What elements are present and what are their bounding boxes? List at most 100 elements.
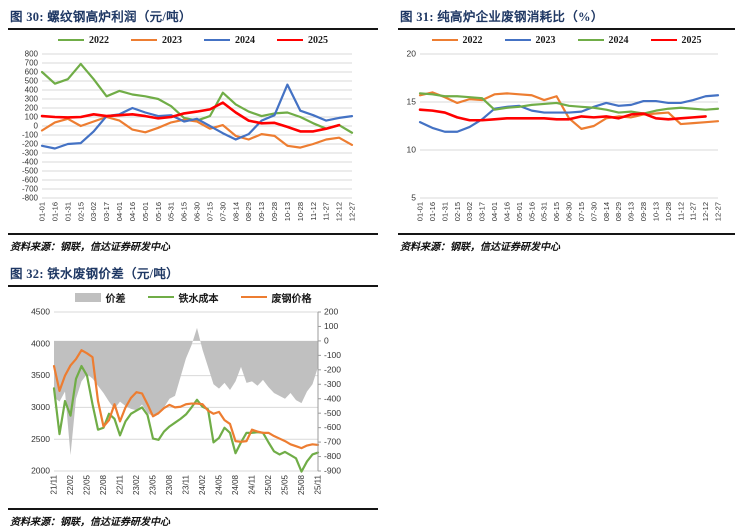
svg-text:-600: -600 [22, 176, 39, 185]
svg-text:09-28: 09-28 [270, 202, 279, 221]
legend-item-2024: 2024 [204, 35, 255, 46]
y-axis-labels: 8007006005004003002001000-100-200-300-40… [22, 50, 39, 203]
svg-text:5: 5 [411, 193, 416, 203]
svg-text:07-30: 07-30 [218, 202, 227, 221]
svg-text:07-15: 07-15 [205, 202, 214, 221]
svg-text:10-13: 10-13 [651, 202, 660, 221]
legend-swatch [577, 38, 604, 42]
svg-text:2000: 2000 [31, 466, 50, 476]
svg-text:-500: -500 [22, 167, 39, 176]
svg-text:01-01: 01-01 [38, 202, 47, 221]
legend-label: 2023 [535, 34, 556, 46]
figure-32-chart: 4500 4000 3500 3000 2500 2000 200 100 0 -100 -200 -… [31, 307, 341, 495]
svg-text:3000: 3000 [31, 402, 50, 412]
legend-item-铁水成本: 铁水成本 [147, 290, 219, 305]
svg-text:01-16: 01-16 [428, 202, 437, 221]
legend-item-2023: 2023 [131, 35, 182, 46]
legend-label: 废钢价格 [271, 293, 312, 305]
legend-swatch [277, 38, 303, 42]
svg-text:04-01: 04-01 [115, 202, 124, 221]
figure-32-legend: 价差 铁水成本 废钢价格 [8, 290, 378, 305]
svg-text:-400: -400 [22, 158, 39, 167]
svg-text:01-31: 01-31 [440, 202, 449, 221]
svg-text:11-27: 11-27 [322, 202, 331, 221]
figure-32-card: 图 32: 铁水废钢价差（元/吨） 价差 铁水成本 废钢价格 4500 4000 350… [8, 261, 378, 528]
legend-label: 2022 [462, 34, 483, 46]
svg-text:-100: -100 [324, 350, 341, 360]
legend-item-价差: 价差 [74, 290, 126, 305]
svg-text:25/11: 25/11 [314, 474, 323, 494]
svg-text:200: 200 [25, 104, 39, 113]
x-axis-labels: 01-01 01-16 01-31 02-15 03-02 03-17 04-01 04-16… [38, 202, 357, 221]
legend-item-废钢价格: 废钢价格 [240, 290, 312, 305]
svg-text:03-17: 03-17 [478, 202, 487, 221]
svg-text:05-01: 05-01 [141, 202, 150, 221]
svg-text:200: 200 [324, 307, 338, 317]
svg-text:22/08: 22/08 [99, 474, 108, 495]
svg-text:-500: -500 [324, 408, 341, 418]
figure-30-card: 图 30: 螺纹钢高炉利润（元/吨） 2022 2023 2024 2025 800 7… [8, 4, 378, 253]
legend-swatch [240, 295, 267, 299]
svg-text:12-27: 12-27 [348, 202, 357, 221]
svg-text:05-01: 05-01 [515, 202, 524, 221]
svg-text:-300: -300 [22, 149, 39, 158]
svg-text:22/05: 22/05 [83, 474, 92, 495]
svg-text:02-15: 02-15 [76, 202, 85, 221]
legend-swatch [131, 38, 157, 42]
svg-text:23/11: 23/11 [182, 474, 191, 494]
svg-text:11-27: 11-27 [689, 202, 698, 221]
y-axis-labels: 4500 4000 3500 3000 2500 2000 [31, 307, 50, 476]
series-2025 [40, 101, 341, 133]
series-2023 [418, 94, 720, 133]
svg-text:10-28: 10-28 [664, 202, 673, 221]
svg-text:24/11: 24/11 [248, 474, 257, 494]
svg-text:23/08: 23/08 [165, 474, 174, 495]
gridlines [420, 53, 718, 199]
svg-text:300: 300 [25, 95, 39, 104]
legend-swatch [147, 295, 174, 299]
legend-label: 2025 [308, 34, 328, 46]
svg-text:04-16: 04-16 [502, 202, 511, 221]
svg-text:100: 100 [324, 321, 338, 331]
legend-item-2025: 2025 [277, 35, 328, 46]
legend-swatch [504, 38, 531, 42]
svg-text:04-01: 04-01 [490, 202, 499, 221]
svg-text:07-30: 07-30 [589, 202, 598, 221]
svg-text:01-01: 01-01 [416, 202, 425, 221]
svg-text:23/02: 23/02 [132, 474, 141, 495]
svg-text:-300: -300 [324, 379, 341, 389]
svg-text:01-16: 01-16 [50, 202, 59, 221]
svg-text:08-29: 08-29 [614, 202, 623, 221]
svg-text:03-02: 03-02 [89, 202, 98, 221]
legend-label: 2024 [235, 34, 255, 46]
svg-text:06-30: 06-30 [193, 202, 202, 221]
figure-30-title: 图 30: 螺纹钢高炉利润（元/吨） [8, 4, 378, 30]
svg-text:12-12: 12-12 [701, 202, 710, 221]
figure-32-title: 图 32: 铁水废钢价差（元/吨） [8, 261, 378, 287]
figure-31-title: 图 31: 纯高炉企业废钢消耗比（%） [398, 4, 735, 30]
svg-text:03-17: 03-17 [102, 202, 111, 221]
svg-text:01-31: 01-31 [63, 202, 72, 221]
gridlines [42, 53, 352, 199]
svg-text:25/05: 25/05 [281, 474, 290, 495]
svg-text:12-27: 12-27 [714, 202, 723, 221]
figure-31-legend: 2022 2023 2024 2025 [398, 33, 735, 47]
svg-text:700: 700 [25, 59, 39, 68]
svg-text:400: 400 [25, 86, 39, 95]
legend-item-2024: 2024 [577, 34, 629, 46]
svg-text:10-28: 10-28 [296, 202, 305, 221]
svg-text:24/08: 24/08 [231, 474, 240, 495]
y-axis-labels: 20 15 10 5 [407, 49, 417, 203]
series-2024 [418, 92, 720, 115]
figure-31-source: 资料来源：钢联，信达证券研发中心 [398, 233, 735, 253]
legend-swatch [58, 38, 84, 42]
svg-text:24/05: 24/05 [215, 474, 224, 495]
series-2025 [418, 108, 707, 122]
legend-label: 2024 [608, 34, 629, 46]
svg-text:03-02: 03-02 [465, 202, 474, 221]
legend-swatch [431, 38, 458, 42]
svg-text:-800: -800 [324, 451, 341, 461]
legend-swatch [74, 292, 101, 302]
legend-swatch [650, 38, 677, 42]
svg-text:100: 100 [25, 113, 39, 122]
